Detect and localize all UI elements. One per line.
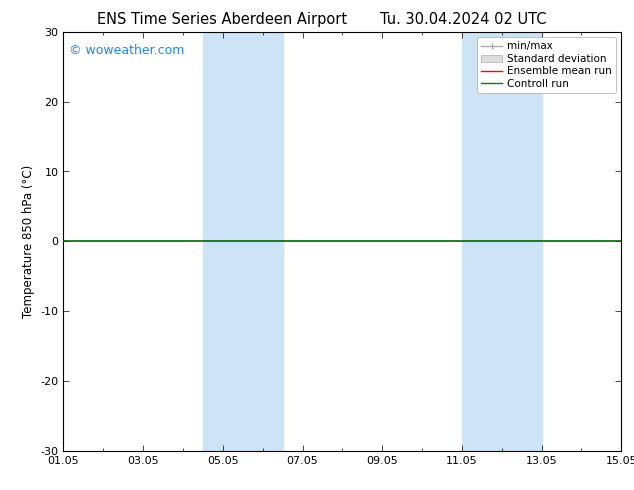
Bar: [462, 32, 541, 451]
Text: Tu. 30.04.2024 02 UTC: Tu. 30.04.2024 02 UTC: [380, 12, 546, 27]
Bar: [203, 32, 283, 451]
Text: © woweather.com: © woweather.com: [69, 45, 184, 57]
Text: ENS Time Series Aberdeen Airport: ENS Time Series Aberdeen Airport: [97, 12, 347, 27]
Y-axis label: Temperature 850 hPa (°C): Temperature 850 hPa (°C): [22, 165, 35, 318]
Legend: min/max, Standard deviation, Ensemble mean run, Controll run: min/max, Standard deviation, Ensemble me…: [477, 37, 616, 93]
